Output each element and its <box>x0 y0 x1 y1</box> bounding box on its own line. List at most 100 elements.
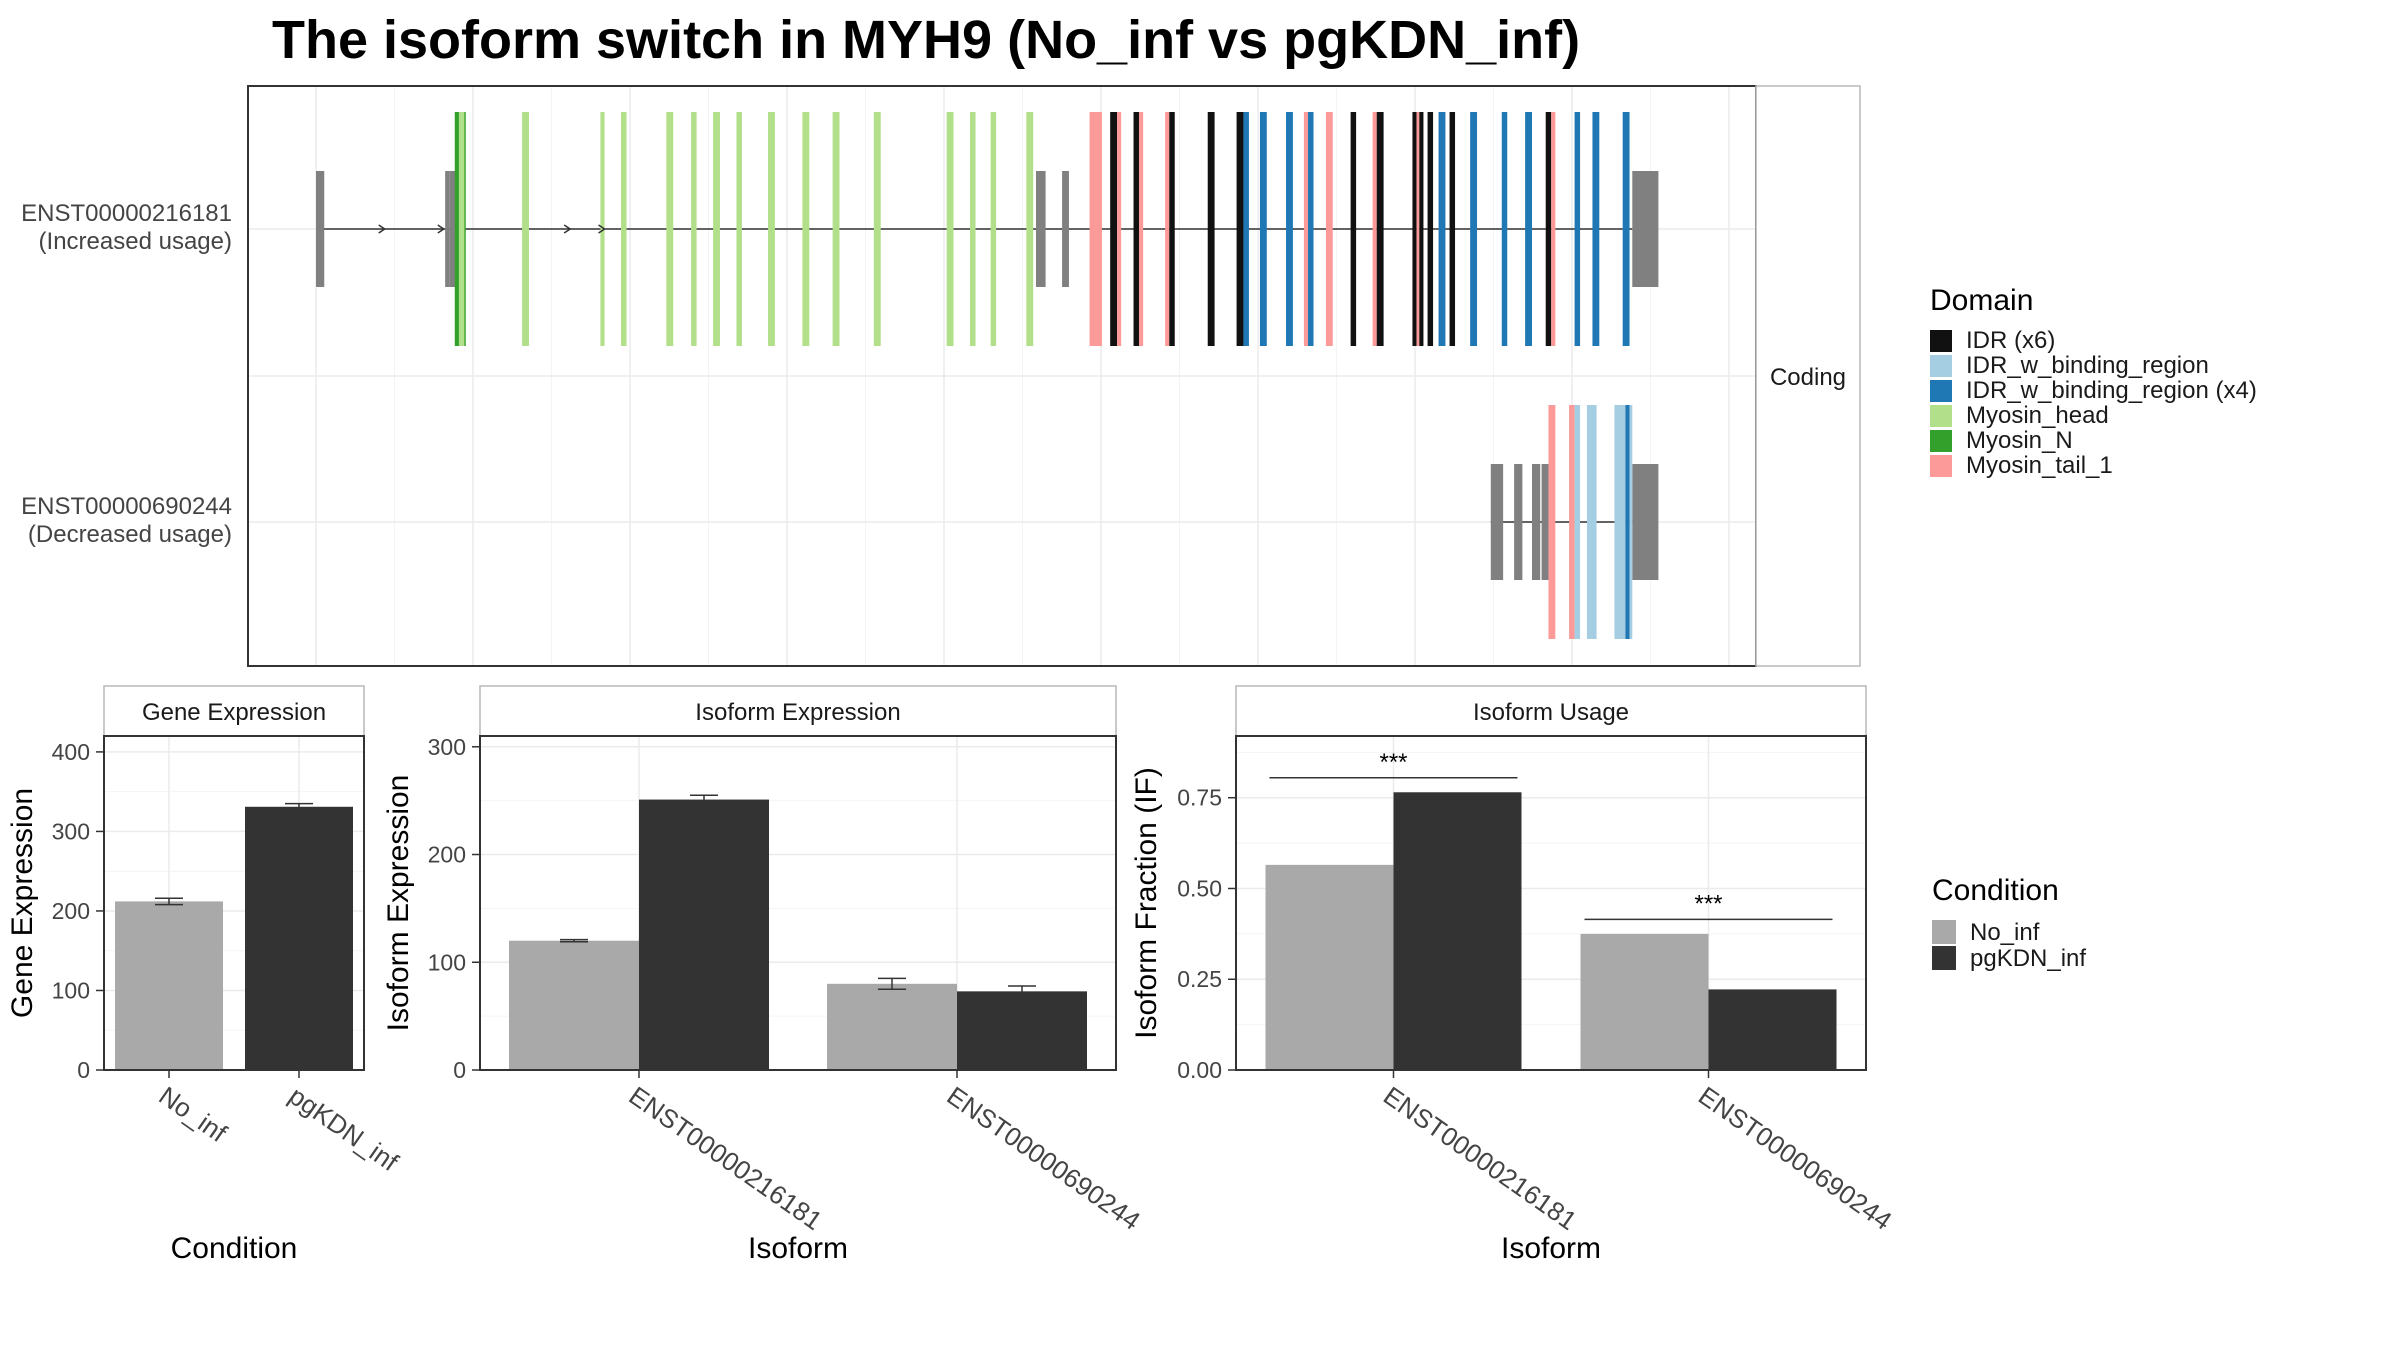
domain-block-idr-x6 <box>1419 112 1424 346</box>
condition-legend-swatch-no-inf <box>1932 920 1956 944</box>
bar-pgkdn-inf-ENST00000216181 <box>1393 792 1522 1070</box>
domain-block-idr-w-binding-region-x4 <box>1622 112 1630 346</box>
domain-block-idr-x6 <box>1110 112 1118 346</box>
domain-block-idr-x6 <box>1350 112 1357 346</box>
y-tick-label: 300 <box>52 818 90 844</box>
domain-legend-swatch-myosin-head <box>1930 405 1952 427</box>
domain-block-myosin-head <box>666 112 674 346</box>
domain-block-idr-x6 <box>1236 112 1244 346</box>
condition-legend-label-no-inf: No_inf <box>1970 919 2040 946</box>
y-tick-label: 200 <box>428 842 466 868</box>
domain-block-idr-w-binding-region-x4 <box>1501 112 1508 346</box>
domain-block-myosin-tail-1 <box>1165 112 1170 346</box>
bar-pgkdn-inf-ENST00000216181 <box>639 799 769 1070</box>
utr-block <box>1490 464 1504 580</box>
domain-block-myosin-tail-1 <box>1569 405 1575 639</box>
domain-block-myosin-head <box>946 112 954 346</box>
panel-strip <box>1235 685 1867 737</box>
domain-block-idr-w-binding-region <box>1614 405 1626 639</box>
domain-block-myosin-tail-1 <box>1303 112 1309 346</box>
y-tick-label: 0 <box>453 1057 466 1083</box>
significance-label: *** <box>1694 890 1722 917</box>
y-tick-label: 0.25 <box>1177 966 1222 992</box>
domain-legend-label-myosin-n: Myosin_N <box>1966 427 2073 454</box>
domain-block-idr-w-binding-region-x4 <box>1592 112 1600 346</box>
domain-block-idr-x6 <box>1412 112 1417 346</box>
bar-pgkdn-inf-ENST00000690244 <box>957 991 1087 1070</box>
utr-block <box>1632 464 1659 580</box>
y-tick-label: 0.00 <box>1177 1057 1222 1083</box>
domain-block-idr-x6 <box>1376 112 1384 346</box>
domain-block-myosin-head <box>832 112 840 346</box>
domain-legend-items: IDR (x6)IDR_w_binding_regionIDR_w_bindin… <box>1930 327 2257 479</box>
isoform-label-ENST00000690244: ENST00000690244 <box>21 493 232 520</box>
domain-legend-swatch-idr-w-binding-region-x4 <box>1930 380 1952 402</box>
structure-content <box>316 112 1659 639</box>
intron-arrow <box>378 224 387 234</box>
utr-block <box>1531 464 1541 580</box>
domain-block-idr-x6 <box>1169 112 1175 346</box>
facet-strip-coding <box>1755 85 1861 667</box>
y-tick-label: 0 <box>77 1057 90 1083</box>
domain-block-idr-w-binding-region <box>1586 405 1597 639</box>
panel-frame <box>103 735 365 1071</box>
domain-block-myosin-head <box>522 112 529 346</box>
domain-block-myosin-head <box>621 112 627 346</box>
domain-block-myosin-tail-1 <box>1139 112 1144 346</box>
domain-block-myosin-head <box>736 112 742 346</box>
domain-block-myosin-head <box>990 112 997 346</box>
domain-block-myosin-head <box>768 112 775 346</box>
panel-title: Gene Expression <box>142 699 326 726</box>
x-tick-label-enst00000690244: ENST00000690244 <box>942 1080 1146 1236</box>
domain-legend: Domain IDR (x6)IDR_w_binding_regionIDR_w… <box>1930 284 2257 479</box>
domain-block-myosin-tail-1 <box>1089 112 1102 346</box>
domain-block-myosin-tail-1 <box>1548 405 1556 639</box>
transcript-structure-panel: Coding ENST00000216181(Increased usage)E… <box>21 85 1861 667</box>
domain-legend-label-myosin-tail-1: Myosin_tail_1 <box>1966 452 2113 479</box>
domain-legend-swatch-myosin-n <box>1930 430 1952 452</box>
domain-block-idr-w-binding-region-x4 <box>1525 112 1532 346</box>
condition-legend-swatch-pgkdn-inf <box>1932 946 1956 970</box>
x-tick-label-enst00000216181: ENST00000216181 <box>624 1080 828 1236</box>
bar-no-inf-ENST00000216181 <box>1265 864 1394 1070</box>
domain-block-myosin-head <box>691 112 697 346</box>
panel-title: Isoform Expression <box>695 699 900 726</box>
utr-block <box>1035 171 1046 287</box>
domain-legend-swatch-myosin-tail-1 <box>1930 455 1952 477</box>
domain-block-myosin-tail-1 <box>1551 112 1556 346</box>
domain-block-idr-w-binding-region-x4 <box>1259 112 1267 346</box>
domain-block-myosin-tail-1 <box>1372 112 1377 346</box>
domain-block-myosin-head <box>970 112 976 346</box>
bar-pgkdn-inf <box>245 806 353 1070</box>
domain-block-myosin-head <box>1026 112 1034 346</box>
isoform-usage-label-ENST00000690244: (Decreased usage) <box>28 521 232 548</box>
y-tick-label: 0.50 <box>1177 875 1222 901</box>
y-axis-title: Isoform Fraction (IF) <box>1130 767 1163 1039</box>
domain-block-idr-w-binding-region-x4 <box>1286 112 1293 346</box>
domain-block-idr-w-binding-region-x4 <box>1574 112 1581 346</box>
domain-block-idr-w-binding-region-x4 <box>1243 112 1249 346</box>
x-tick-label-enst00000216181: ENST00000216181 <box>1378 1080 1582 1236</box>
panel-title: Isoform Usage <box>1473 699 1629 726</box>
x-axis-title: Isoform <box>748 1232 848 1265</box>
domain-legend-swatch-idr-w-binding-region <box>1930 355 1952 377</box>
utr-block <box>1632 171 1659 287</box>
bar-no-inf <box>115 901 223 1070</box>
domain-block-myosin-head <box>713 112 720 346</box>
domain-block-idr-w-binding-region <box>1629 405 1633 639</box>
utr-block <box>1541 464 1549 580</box>
bar-pgkdn-inf-ENST00000690244 <box>1708 989 1837 1070</box>
domain-block-idr-x6 <box>1449 112 1456 346</box>
x-tick-label-no-inf: No_inf <box>154 1080 233 1148</box>
intron-arrow <box>563 224 572 234</box>
domain-block-myosin-tail-1 <box>1416 112 1420 346</box>
domain-legend-label-idr-w-binding-region-x4: IDR_w_binding_region (x4) <box>1966 377 2257 404</box>
isoform-expression-panel: Isoform Expression 0 100 200 300 ENST00000216… <box>382 685 1146 1265</box>
domain-legend-swatch-idr-x6 <box>1930 330 1952 352</box>
y-tick-label: 300 <box>428 734 466 760</box>
domain-legend-label-myosin-head: Myosin_head <box>1966 402 2109 429</box>
bar-no-inf-ENST00000216181 <box>509 940 639 1070</box>
